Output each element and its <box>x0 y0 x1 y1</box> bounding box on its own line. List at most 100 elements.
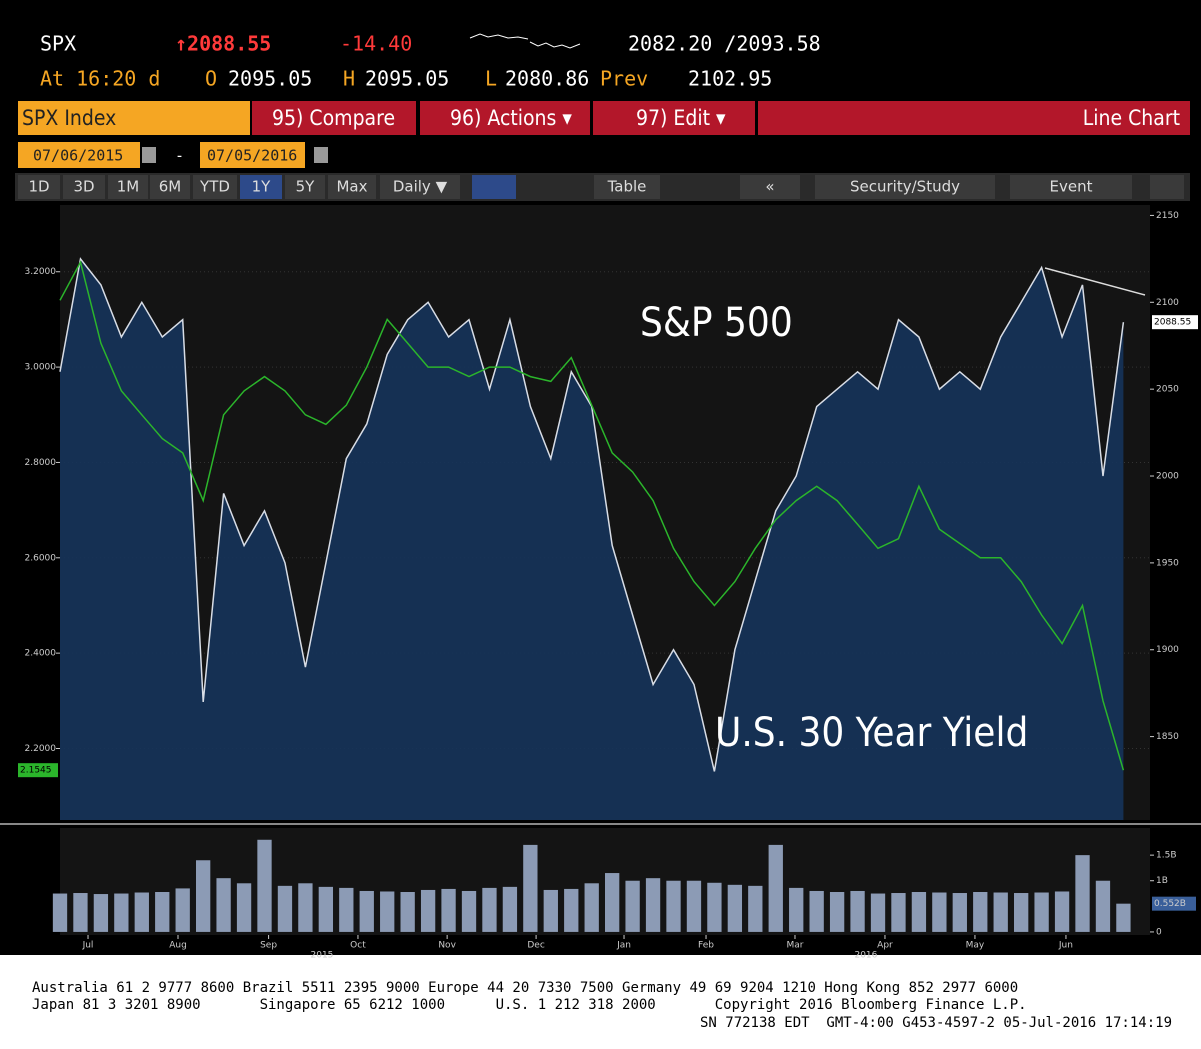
trend-line <box>1044 267 1146 296</box>
actions[interactable]: 96) Actions ▾ <box>450 106 572 130</box>
edit-btn[interactable] <box>593 101 755 135</box>
annotation: S&P 500 <box>640 300 793 346</box>
button[interactable] <box>380 175 460 199</box>
button-label[interactable]: 5Y <box>296 178 316 196</box>
button[interactable] <box>594 175 660 199</box>
volume-bar <box>584 883 599 932</box>
volume-bar <box>482 887 497 932</box>
volume-bar <box>1095 880 1111 932</box>
calendar-icon[interactable] <box>314 147 328 163</box>
button-label[interactable]: 6M <box>159 178 182 196</box>
button-label[interactable]: 3D <box>73 178 94 196</box>
y-tick-label: 1B <box>1156 876 1168 886</box>
button[interactable] <box>240 175 282 199</box>
button[interactable] <box>63 175 105 199</box>
high: 2095.05 <box>365 67 449 91</box>
edit[interactable]: 97) Edit ▾ <box>636 106 726 130</box>
volume-bar <box>155 891 170 932</box>
button-label[interactable]: Event <box>1050 178 1093 196</box>
actions-btn[interactable] <box>420 101 590 135</box>
volume-bar <box>195 860 211 932</box>
y2-tick-label: 1950 <box>1156 558 1179 568</box>
footer-bg <box>0 955 1201 1049</box>
volume-bar <box>952 893 967 932</box>
volume-bar <box>973 891 988 932</box>
compare-btn[interactable] <box>252 101 416 135</box>
calendar-icon[interactable] <box>142 147 156 163</box>
volume-bar <box>1014 893 1029 932</box>
time: At 16:20 d <box>40 67 160 91</box>
y-tick-label: 0 <box>1156 927 1162 937</box>
volume-bar <box>768 844 783 932</box>
button[interactable] <box>1010 175 1132 199</box>
volume-bar <box>523 844 538 932</box>
volume-bar <box>441 888 456 932</box>
volume-bar <box>891 893 906 932</box>
volume-bar <box>502 886 518 932</box>
button[interactable] <box>150 175 190 199</box>
button[interactable] <box>18 175 60 199</box>
settings-btn[interactable] <box>1150 175 1184 199</box>
volume-bar <box>829 891 845 932</box>
button[interactable] <box>193 175 237 199</box>
button-label[interactable]: YTD <box>199 178 230 196</box>
volume-bar <box>605 873 620 932</box>
chart-type-btn[interactable] <box>472 175 516 199</box>
volume-bar <box>400 891 415 932</box>
end-date-box[interactable] <box>200 142 305 168</box>
volume-bar <box>645 878 661 932</box>
button[interactable] <box>108 175 148 199</box>
prev-label: Prev <box>600 67 648 91</box>
y-tick-label: 2.4000 <box>25 649 57 659</box>
volume-bar <box>1054 891 1070 932</box>
y-tick-label: 3.0000 <box>25 363 57 373</box>
button-label[interactable]: 1M <box>117 178 140 196</box>
x-tick-label: Nov <box>438 941 456 951</box>
volume-bar <box>93 894 109 932</box>
high-label: H <box>343 67 355 91</box>
y-tick-label: 3.2000 <box>25 267 57 277</box>
last-value-box <box>1152 315 1198 330</box>
button[interactable] <box>740 175 800 199</box>
y-tick-label: 1.5B <box>1156 851 1177 861</box>
start-date-box[interactable] <box>18 142 140 168</box>
x-tick-label: Sep <box>260 941 277 951</box>
volume-bar <box>850 890 865 932</box>
button-label[interactable]: Table <box>607 178 647 196</box>
volume-bar <box>461 890 477 932</box>
last-value: 2088.55 <box>1154 318 1191 328</box>
volume-bar <box>52 893 68 932</box>
volume-bar <box>73 893 88 932</box>
volume-bar <box>114 893 129 932</box>
button-label[interactable]: « <box>765 178 774 196</box>
button-label[interactable]: 1D <box>28 178 49 196</box>
volume-bar <box>993 892 1008 932</box>
button-label[interactable]: 1Y <box>252 178 272 196</box>
compare[interactable]: 95) Compare <box>272 106 395 130</box>
y-tick-label: 2.8000 <box>25 458 57 468</box>
footer-line: SN 772138 EDT GMT-4:00 G453-4597-2 05-Ju… <box>700 1015 1172 1031</box>
button-label[interactable]: Security/Study <box>850 178 960 196</box>
last-price: ↑2088.55 <box>175 32 271 56</box>
last-value: 2.1545 <box>20 766 52 776</box>
volume-bar <box>1116 903 1131 932</box>
last-value: 0.552B <box>1154 899 1186 909</box>
button[interactable] <box>328 175 376 199</box>
last-value-box <box>1152 896 1196 911</box>
footer-line: Australia 61 2 9777 8600 Brazil 5511 239… <box>32 980 1018 996</box>
volume-bar <box>216 878 231 932</box>
button-label[interactable]: Max <box>336 178 367 196</box>
security-box[interactable] <box>18 101 250 135</box>
day-range: 2082.20 /2093.58 <box>628 32 821 56</box>
end-date[interactable]: 07/05/2016 <box>207 147 297 165</box>
button[interactable] <box>285 175 325 199</box>
view: Line Chart <box>1083 106 1180 130</box>
line <box>59 260 1125 771</box>
security[interactable]: SPX Index <box>22 106 116 130</box>
start-date[interactable]: 07/06/2015 <box>33 147 123 165</box>
volume-bar <box>298 883 313 932</box>
x-tick-label: May <box>966 941 985 951</box>
volume-bar <box>175 888 190 932</box>
button[interactable] <box>815 175 995 199</box>
button-label[interactable]: Daily ▼ <box>393 178 448 196</box>
